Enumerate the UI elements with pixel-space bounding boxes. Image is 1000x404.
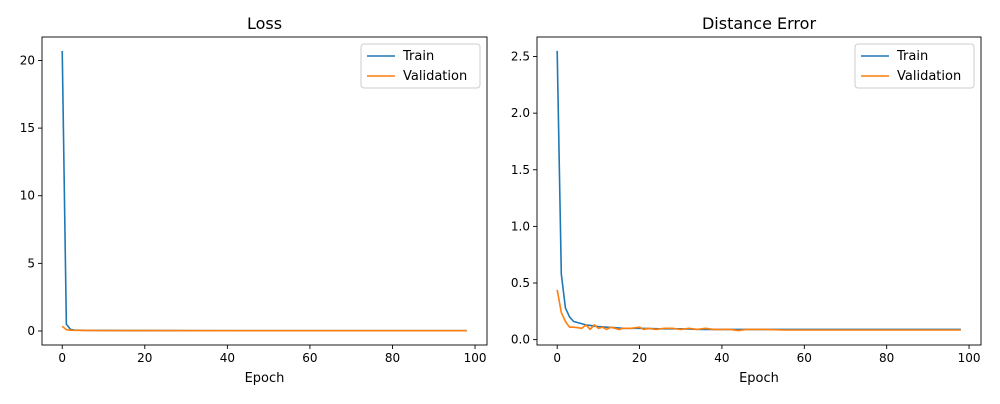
distance-error-xtick-label: 60 <box>797 351 812 365</box>
loss-xtick-label: 20 <box>137 351 152 365</box>
distance-error-legend-label-train: Train <box>896 49 928 64</box>
distance-error-axes-frame <box>536 36 982 346</box>
distance-error-ytick-label: 0.5 <box>511 276 530 290</box>
loss-xlabel: Epoch <box>245 371 285 386</box>
loss-xtick-label: 60 <box>302 351 317 365</box>
loss-axes-frame <box>41 36 488 346</box>
distance-error-ytick-label: 2.0 <box>511 106 530 120</box>
loss-ytick-label: 20 <box>20 53 35 67</box>
loss-xtick-label: 100 <box>464 351 487 365</box>
distance-error-legend: Train Validation <box>854 43 975 89</box>
distance-error-xlabel: Epoch <box>739 371 779 386</box>
loss-xtick-label: 80 <box>385 351 400 365</box>
loss-legend-label-validation: Validation <box>403 69 467 84</box>
loss-title: Loss <box>247 14 282 33</box>
loss-series-validation-line <box>61 325 467 332</box>
loss-series-train-line <box>61 50 467 332</box>
loss-ytick-label: 0 <box>27 324 35 338</box>
distance-error-series-validation-line <box>556 289 961 332</box>
distance-error-xtick-label: 100 <box>958 351 981 365</box>
distance-error-plot-area: 0 20 40 60 80 100 0.0 0.5 1.0 1.5 2.0 2.5 Train Valid… <box>511 36 982 365</box>
distance-error-xtick-label: 40 <box>714 351 729 365</box>
loss-ytick-label: 5 <box>27 256 35 270</box>
loss-plot-area: 0 20 40 60 80 100 0 5 10 15 20 Train Validation <box>20 36 488 365</box>
loss-legend-box <box>360 43 481 89</box>
loss-xtick-label: 0 <box>58 351 66 365</box>
distance-error-ytick-label: 1.5 <box>511 163 530 177</box>
distance-error-series-train-line <box>556 50 961 331</box>
distance-error-ytick-label: 2.5 <box>511 50 530 64</box>
distance-error-subplot: Distance Error Epoch <box>702 14 816 386</box>
distance-error-title: Distance Error <box>702 14 816 33</box>
loss-ytick-label: 10 <box>20 189 35 203</box>
distance-error-ytick-label: 1.0 <box>511 219 530 233</box>
distance-error-xtick-label: 20 <box>632 351 647 365</box>
loss-subplot: Loss Epoch <box>245 14 285 386</box>
distance-error-ytick-label: 0.0 <box>511 333 530 347</box>
loss-xtick-label: 40 <box>220 351 235 365</box>
loss-ytick-label: 15 <box>20 121 35 135</box>
loss-legend: Train Validation <box>360 43 481 89</box>
distance-error-xtick-label: 80 <box>879 351 894 365</box>
distance-error-legend-box <box>854 43 975 89</box>
distance-error-legend-label-validation: Validation <box>897 69 961 84</box>
loss-legend-label-train: Train <box>402 49 434 64</box>
distance-error-xtick-label: 0 <box>553 351 561 365</box>
